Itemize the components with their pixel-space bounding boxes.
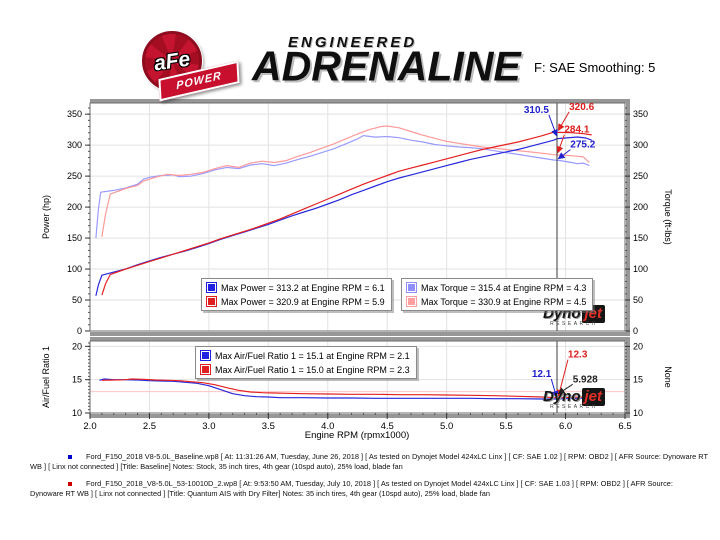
svg-text:150: 150	[67, 233, 82, 243]
dynojet-logo: Dyno jet	[543, 388, 606, 406]
annotation-arrow	[548, 114, 558, 137]
series-afr-intake	[101, 378, 590, 399]
legend-row-power-intake: Max Power = 320.9 at Engine RPM = 5.9	[206, 295, 385, 308]
legend-row-torque-intake: Max Torque = 330.9 at Engine RPM = 4.5	[406, 295, 586, 308]
svg-text:2.5: 2.5	[143, 421, 156, 432]
legend-row-power-baseline: Max Power = 313.2 at Engine RPM = 6.1	[206, 281, 385, 294]
annotation-arrow	[557, 383, 573, 395]
svg-text:20: 20	[72, 341, 82, 351]
legend-label: Max Air/Fuel Ratio 1 = 15.1 at Engine RP…	[215, 350, 410, 361]
annotation-arrow	[556, 134, 565, 154]
cursor-value-label: 320.6	[569, 102, 594, 113]
legend-label: Max Power = 320.9 at Engine RPM = 5.9	[221, 296, 385, 307]
cursor-value-label: 284.1	[564, 125, 589, 136]
svg-text:6.0: 6.0	[559, 421, 572, 432]
run-info-footer: Ford_F150_2018 V8-5.0L_Baseline.wp8 [ At…	[30, 452, 708, 506]
svg-text:10: 10	[633, 408, 643, 418]
svg-text:4.5: 4.5	[381, 421, 394, 432]
svg-text:15: 15	[633, 375, 643, 385]
dynojet-research-label: RESEARCH	[550, 404, 598, 410]
svg-text:50: 50	[633, 295, 643, 305]
svg-text:10: 10	[72, 408, 82, 418]
svg-text:4.0: 4.0	[321, 421, 334, 432]
legend-row-afr-intake: Max Air/Fuel Ratio 1 = 15.0 at Engine RP…	[200, 363, 410, 376]
svg-text:100: 100	[633, 264, 648, 274]
run-info-text: Ford_F150_2018_V8-5.0L_53-10010D_2.wp8 […	[30, 479, 673, 498]
svg-text:150: 150	[633, 233, 648, 243]
legend-label: Max Air/Fuel Ratio 1 = 15.0 at Engine RP…	[215, 364, 410, 375]
svg-text:2.0: 2.0	[83, 421, 96, 432]
series-swatch	[206, 296, 217, 307]
svg-text:3.0: 3.0	[202, 421, 215, 432]
legend-label: Max Power = 313.2 at Engine RPM = 6.1	[221, 282, 385, 293]
power-legend: Max Power = 313.2 at Engine RPM = 6.1 Ma…	[201, 278, 392, 311]
svg-text:300: 300	[633, 140, 648, 150]
dynojet-research-label: RESEARCH	[550, 321, 598, 327]
afr-axis-title: Air/Fuel Ratio 1	[41, 345, 51, 409]
series-afr-baseline	[99, 378, 590, 400]
legend-row-afr-baseline: Max Air/Fuel Ratio 1 = 15.1 at Engine RP…	[200, 349, 410, 362]
svg-text:50: 50	[72, 295, 82, 305]
legend-label: Max Torque = 330.9 at Engine RPM = 4.5	[421, 296, 587, 307]
cursor-value-label: 12.1	[532, 369, 552, 380]
run-marker-red	[68, 482, 72, 486]
brand-adrenaline-text: ADRENALINE	[252, 42, 521, 90]
cursor-value-label: 310.5	[524, 105, 549, 116]
rpm-axis-title: Engine RPM (rpmx1000)	[304, 430, 410, 441]
svg-text:200: 200	[633, 202, 648, 212]
cursor-value-label: 5.928	[573, 374, 598, 385]
svg-text:20: 20	[633, 341, 643, 351]
svg-text:6.5: 6.5	[618, 421, 631, 432]
svg-text:0: 0	[77, 326, 82, 336]
torque-legend: Max Torque = 315.4 at Engine RPM = 4.3 M…	[401, 278, 594, 311]
series-power-intake	[101, 131, 592, 296]
svg-text:100: 100	[67, 264, 82, 274]
dynojet-watermark: Dyno jet RESEARCH	[543, 388, 606, 410]
smoothing-setting-label: F: SAE Smoothing: 5	[531, 60, 656, 75]
brand-engineered-text: ENGINEERED	[288, 34, 418, 51]
legend-label: Max Torque = 315.4 at Engine RPM = 4.3	[421, 282, 587, 293]
svg-text:250: 250	[67, 171, 82, 181]
cursor-value-label: 275.2	[570, 140, 595, 151]
legend-row-torque-baseline: Max Torque = 315.4 at Engine RPM = 4.3	[406, 281, 586, 294]
svg-text:5.0: 5.0	[440, 421, 453, 432]
annotation-arrow	[557, 149, 571, 160]
power-axis-title: Power (hp)	[41, 194, 51, 240]
svg-text:200: 200	[67, 202, 82, 212]
svg-text:3.5: 3.5	[262, 421, 275, 432]
cursor-value-label: 12.3	[568, 350, 588, 361]
run-marker-blue	[68, 455, 72, 459]
svg-text:5.5: 5.5	[500, 421, 513, 432]
svg-text:300: 300	[67, 140, 82, 150]
svg-text:0: 0	[633, 326, 638, 336]
svg-text:15: 15	[72, 375, 82, 385]
svg-text:250: 250	[633, 171, 648, 181]
run-info-intake: Ford_F150_2018_V8-5.0L_53-10010D_2.wp8 […	[30, 479, 708, 499]
series-swatch	[200, 350, 211, 361]
afe-logo-text: aFe	[152, 47, 192, 75]
series-swatch	[206, 282, 217, 293]
annotation-arrow	[557, 111, 570, 132]
run-info-baseline: Ford_F150_2018 V8-5.0L_Baseline.wp8 [ At…	[30, 452, 708, 472]
afr-legend: Max Air/Fuel Ratio 1 = 15.1 at Engine RP…	[195, 346, 417, 379]
run-info-text: Ford_F150_2018 V8-5.0L_Baseline.wp8 [ At…	[30, 452, 708, 471]
series-swatch	[406, 296, 417, 307]
series-swatch	[406, 282, 417, 293]
series-swatch	[200, 364, 211, 375]
svg-text:350: 350	[67, 109, 82, 119]
annotation-arrow	[550, 378, 559, 399]
torque-axis-title: Torque (ft-lbs)	[663, 189, 673, 245]
right-axis-none-title: None	[663, 366, 673, 388]
svg-text:350: 350	[633, 109, 648, 119]
